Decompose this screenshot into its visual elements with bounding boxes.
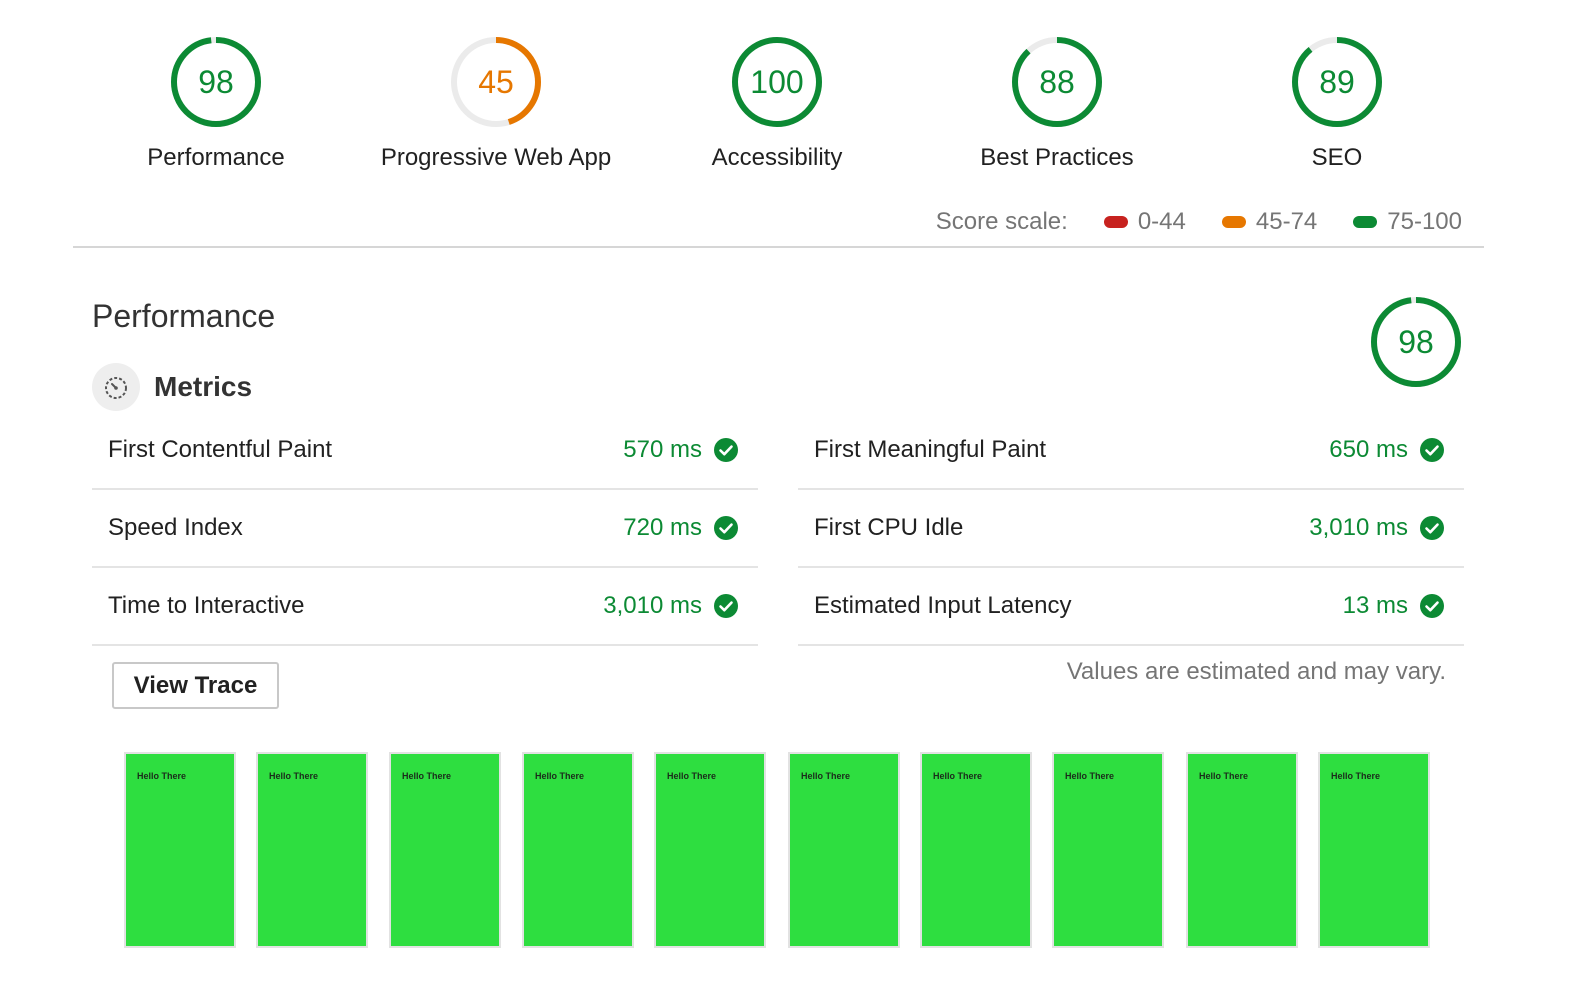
gauge-ring: 89 — [1292, 37, 1382, 127]
gauge-ring: 98 — [1371, 297, 1461, 387]
pass-check-icon — [714, 594, 738, 618]
filmstrip-frame: Hello There — [654, 752, 766, 948]
gauge-score: 88 — [1039, 64, 1075, 100]
filmstrip-frame: Hello There — [1318, 752, 1430, 948]
gauge-arc — [171, 37, 261, 127]
gauge-arc — [732, 37, 822, 127]
frame-text: Hello There — [1331, 771, 1381, 781]
metric-name: First Meaningful Paint — [814, 436, 1047, 463]
performance-score-gauge: 98 — [1368, 294, 1464, 390]
metric-value: 3,010 ms — [1309, 514, 1408, 541]
filmstrip-frame: Hello There — [124, 752, 236, 948]
frame-text: Hello There — [933, 771, 983, 781]
metric-name: First CPU Idle — [814, 514, 964, 541]
metric-value: 650 ms — [1329, 436, 1408, 463]
pass-check-icon — [1420, 594, 1444, 618]
gauge-label: Progressive Web App — [380, 144, 612, 171]
score-scale-fail: 0-44 — [1103, 208, 1186, 236]
metric-row: Estimated Input Latency 13 ms — [798, 568, 1464, 646]
pass-swatch — [1353, 216, 1378, 228]
gauge-ring: 45 — [451, 37, 541, 127]
frame-text: Hello There — [1199, 771, 1249, 781]
gauge-arc — [451, 37, 541, 127]
score-scale-pass: 75-100 — [1353, 208, 1462, 236]
gauge-score: 98 — [1398, 324, 1434, 360]
filmstrip-frame: Hello There — [788, 752, 900, 948]
frame-text: Hello There — [269, 771, 319, 781]
metric-name: Estimated Input Latency — [814, 592, 1072, 619]
gauge-score: 89 — [1319, 64, 1355, 100]
metrics-column-left: First Contentful Paint 570 ms Speed Inde… — [92, 412, 758, 646]
gauge-accessibility[interactable]: 100 Accessibility — [637, 34, 917, 172]
scale-range-pass: 75-100 — [1387, 208, 1462, 235]
metric-name: Speed Index — [108, 514, 243, 541]
frame-text: Hello There — [535, 771, 585, 781]
metric-name: First Contentful Paint — [108, 436, 333, 463]
gauge-score: 98 — [198, 64, 234, 100]
gauge-ring: 100 — [732, 37, 822, 127]
metrics-column-right: First Meaningful Paint 650 ms First CPU … — [798, 412, 1464, 646]
frame-text: Hello There — [137, 771, 187, 781]
gauge-ring: 98 — [171, 37, 261, 127]
stopwatch-icon — [92, 363, 140, 411]
filmstrip-frame: Hello There — [256, 752, 368, 948]
filmstrip-frame: Hello There — [1186, 752, 1298, 948]
average-swatch — [1221, 216, 1246, 228]
pass-check-icon — [1420, 438, 1444, 462]
filmstrip-frame: Hello There — [389, 752, 501, 948]
pass-check-icon — [714, 438, 738, 462]
gauge-ring: 88 — [1012, 37, 1102, 127]
filmstrip: Hello There Hello There Hello There Hell… — [0, 752, 1592, 952]
gauge-arc — [1292, 37, 1382, 127]
gauge-best-practices[interactable]: 88 Best Practices — [917, 34, 1197, 172]
frame-text: Hello There — [1065, 771, 1115, 781]
pass-check-icon — [714, 516, 738, 540]
gauge-label: Accessibility — [711, 144, 843, 171]
fail-swatch — [1103, 216, 1128, 228]
metric-row: First Meaningful Paint 650 ms — [798, 412, 1464, 490]
metric-row: Speed Index 720 ms — [92, 490, 758, 568]
view-trace-button[interactable]: View Trace — [112, 662, 279, 709]
metrics-header: Metrics — [92, 363, 252, 411]
metric-name: Time to Interactive — [108, 592, 305, 619]
score-scale-average: 45-74 — [1221, 208, 1318, 236]
metric-value: 570 ms — [623, 436, 702, 463]
gauge-arc — [1371, 297, 1461, 387]
gauge-label: SEO — [1311, 144, 1363, 171]
filmstrip-frame: Hello There — [920, 752, 1032, 948]
gauge-score: 45 — [478, 64, 514, 100]
gauge-label: Best Practices — [980, 144, 1134, 171]
category-gauges: 98 Performance 45 Progressive Web App 10… — [0, 0, 1592, 190]
score-scale-label: Score scale: — [935, 208, 1068, 235]
frame-text: Hello There — [402, 771, 452, 781]
estimate-note: Values are estimated and may vary. — [1066, 658, 1446, 685]
score-scale: Score scale: 0-44 45-74 75-100 — [936, 206, 1462, 238]
metric-value: 13 ms — [1342, 592, 1408, 619]
scale-range-average: 45-74 — [1255, 208, 1318, 235]
section-title: Performance — [92, 298, 276, 334]
filmstrip-frame: Hello There — [522, 752, 634, 948]
metric-row: Time to Interactive 3,010 ms — [92, 568, 758, 646]
gauge-score: 100 — [750, 64, 803, 100]
scale-range-fail: 0-44 — [1137, 208, 1186, 235]
frame-text: Hello There — [801, 771, 851, 781]
metrics-title: Metrics — [154, 371, 253, 402]
frame-text: Hello There — [667, 771, 717, 781]
gauge-arc — [1012, 37, 1102, 127]
gauge-pwa[interactable]: 45 Progressive Web App — [356, 34, 636, 172]
header-divider — [73, 246, 1484, 248]
gauge-performance[interactable]: 98 Performance — [76, 34, 356, 172]
metric-row: First CPU Idle 3,010 ms — [798, 490, 1464, 568]
metric-row: First Contentful Paint 570 ms — [92, 412, 758, 490]
metric-value: 3,010 ms — [603, 592, 702, 619]
metric-value: 720 ms — [623, 514, 702, 541]
gauge-seo[interactable]: 89 SEO — [1197, 34, 1477, 172]
pass-check-icon — [1420, 516, 1444, 540]
filmstrip-frame: Hello There — [1052, 752, 1164, 948]
gauge-label: Performance — [147, 144, 285, 171]
